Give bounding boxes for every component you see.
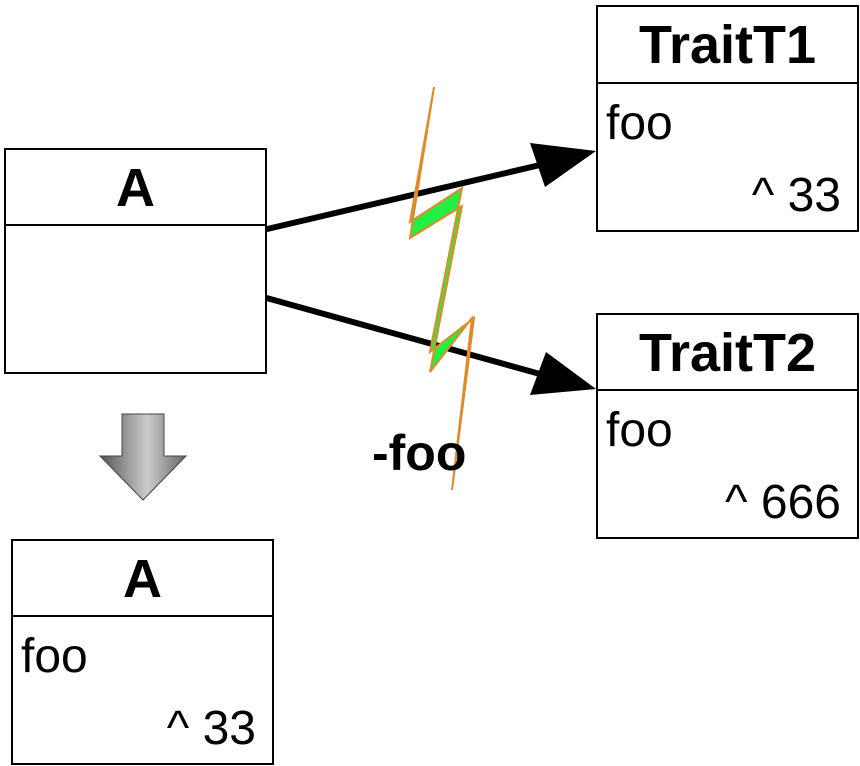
down-arrow-icon: [98, 413, 188, 501]
arrow-to-trait-t2: [260, 294, 596, 395]
trait-t2-body: foo ^ 666: [598, 391, 857, 537]
trait-t2-return: ^ 666: [725, 476, 841, 529]
result-class-a-title: A: [13, 541, 272, 617]
exclusion-label: -foo: [372, 425, 467, 481]
trait-t2-box: TraitT2 foo ^ 666: [596, 313, 859, 539]
trait-t1-box: TraitT1 foo ^ 33: [596, 5, 859, 232]
class-a-body: [6, 226, 265, 372]
class-a-title: A: [6, 150, 265, 226]
result-class-a-return: ^ 33: [166, 702, 256, 755]
lightning-bolt-icon: [408, 86, 476, 491]
trait-t2-method: foo: [606, 404, 673, 457]
trait-t1-method: foo: [606, 97, 673, 150]
result-class-a-method: foo: [21, 630, 88, 683]
class-a-box: A: [4, 148, 267, 374]
trait-t1-title: TraitT1: [598, 7, 857, 84]
result-class-a-body: foo ^ 33: [13, 617, 272, 763]
arrow-to-trait-t1: [260, 143, 596, 233]
trait-t1-return: ^ 33: [751, 169, 841, 222]
trait-t2-title: TraitT2: [598, 315, 857, 391]
result-class-a-box: A foo ^ 33: [11, 539, 274, 765]
trait-t1-body: foo ^ 33: [598, 84, 857, 230]
